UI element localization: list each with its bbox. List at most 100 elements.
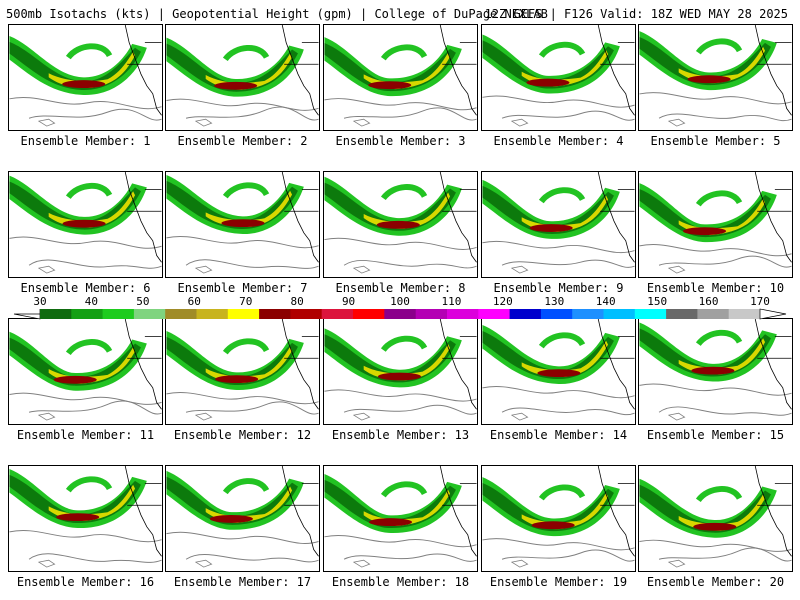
colorbar-swatch [290, 309, 323, 319]
ensemble-member-label: Ensemble Member: 17 [173, 575, 312, 589]
height-contour [501, 549, 635, 562]
island-outline [667, 265, 686, 274]
jet-max [693, 522, 737, 531]
jet-band-inner [639, 37, 771, 86]
member-map-plot [324, 466, 477, 568]
ridge-swirl [538, 41, 586, 59]
colorbar-swatch [728, 309, 761, 319]
ensemble-member-map [638, 171, 793, 278]
colorbar-swatch [165, 309, 197, 319]
colorbar-tick-label: 130 [544, 295, 565, 308]
island-outline [37, 559, 56, 568]
colorbar-tick-label: 50 [136, 295, 150, 308]
ridge-swirl [538, 332, 586, 349]
ensemble-member-label: Ensemble Member: 8 [335, 281, 466, 295]
height-contour [185, 259, 319, 269]
coastline [124, 25, 162, 116]
ensemble-member-map [323, 24, 478, 131]
height-contour [482, 538, 635, 551]
ensemble-member-map [638, 318, 793, 425]
height-contour [28, 400, 162, 415]
ensemble-member-label: Ensemble Member: 20 [646, 575, 785, 589]
ridge-swirl [65, 43, 113, 60]
island-outline [667, 118, 686, 127]
ridge-swirl [65, 476, 113, 493]
height-contour [28, 259, 162, 269]
colorbar-swatch [603, 309, 636, 319]
ensemble-member-map [481, 171, 636, 278]
island-outline [37, 265, 56, 274]
ensemble-member-map [8, 24, 163, 131]
coastline [754, 25, 792, 116]
member-map-plot [166, 172, 319, 274]
ridge-swirl [222, 338, 270, 355]
ensemble-member-map [165, 318, 320, 425]
jet-core-yellow [205, 486, 293, 523]
member-map-plot [482, 466, 635, 568]
jet-max [691, 366, 735, 375]
ensemble-member-map [323, 318, 478, 425]
jet-core-yellow [48, 51, 136, 89]
member-map-plot [639, 466, 792, 568]
member-map-plot [639, 319, 792, 421]
height-contour [482, 386, 635, 399]
member-map-plot [166, 466, 319, 568]
jet-max [377, 372, 422, 381]
jet-core-yellow [48, 484, 136, 522]
member-map-plot [166, 25, 319, 127]
ridge-swirl [695, 190, 743, 207]
coastline [754, 466, 792, 557]
coastline [439, 172, 477, 263]
jet-max [526, 78, 570, 87]
colorbar-tick-label: 80 [290, 295, 304, 308]
jet-band-inner [166, 43, 298, 92]
jet-core-yellow [678, 494, 766, 531]
jet-band-inner [639, 188, 771, 238]
coastline [281, 319, 319, 410]
jet-band-inner [9, 474, 141, 524]
colorbar-swatch [540, 309, 573, 319]
height-contour [658, 406, 792, 416]
height-contour [166, 531, 319, 545]
jet-band-inner [639, 484, 771, 533]
jet-max [221, 219, 265, 228]
jet-core-yellow [678, 338, 766, 375]
member-map-plot [482, 25, 635, 127]
colorbar-tick-label: 40 [84, 295, 99, 308]
jet-band-inner [482, 185, 614, 234]
colorbar-swatch [478, 309, 511, 319]
island-outline [352, 118, 371, 127]
ensemble-member-map [8, 318, 163, 425]
ensemble-member-map [8, 171, 163, 278]
member-map-plot [639, 25, 792, 127]
jet-band-inner [639, 328, 771, 377]
colorbar-swatch [353, 309, 385, 319]
colorbar-tick-label: 170 [750, 295, 770, 308]
jet-max [209, 514, 253, 523]
height-contour [9, 236, 162, 249]
member-map-plot [9, 319, 162, 421]
coastline [281, 172, 319, 263]
colorbar-tick-label: 90 [341, 295, 356, 308]
jet-band-inner [166, 180, 298, 230]
ensemble-member-map [323, 171, 478, 278]
ridge-swirl [380, 44, 428, 61]
member-map-plot [324, 25, 477, 127]
height-contour [28, 553, 162, 563]
chart-header: 500mb Isotachs (kts) | Geopotential Heig… [6, 7, 794, 21]
ensemble-member-label: Ensemble Member: 15 [646, 428, 785, 442]
island-outline [667, 559, 686, 568]
jet-band-inner [324, 42, 456, 92]
coastline [124, 466, 162, 557]
height-contour [166, 236, 319, 249]
height-contour [185, 106, 319, 121]
ridge-swirl [65, 339, 113, 356]
ensemble-member-label: Ensemble Member: 11 [16, 428, 155, 442]
ensemble-member-map [638, 465, 793, 572]
header-title: 500mb Isotachs (kts) | Geopotential Heig… [6, 7, 548, 21]
colorbar-tick-label: 110 [441, 295, 462, 308]
ensemble-member-label: Ensemble Member: 3 [335, 134, 466, 148]
member-map-plot [9, 172, 162, 274]
height-contour [185, 553, 319, 563]
ridge-swirl [538, 484, 586, 501]
